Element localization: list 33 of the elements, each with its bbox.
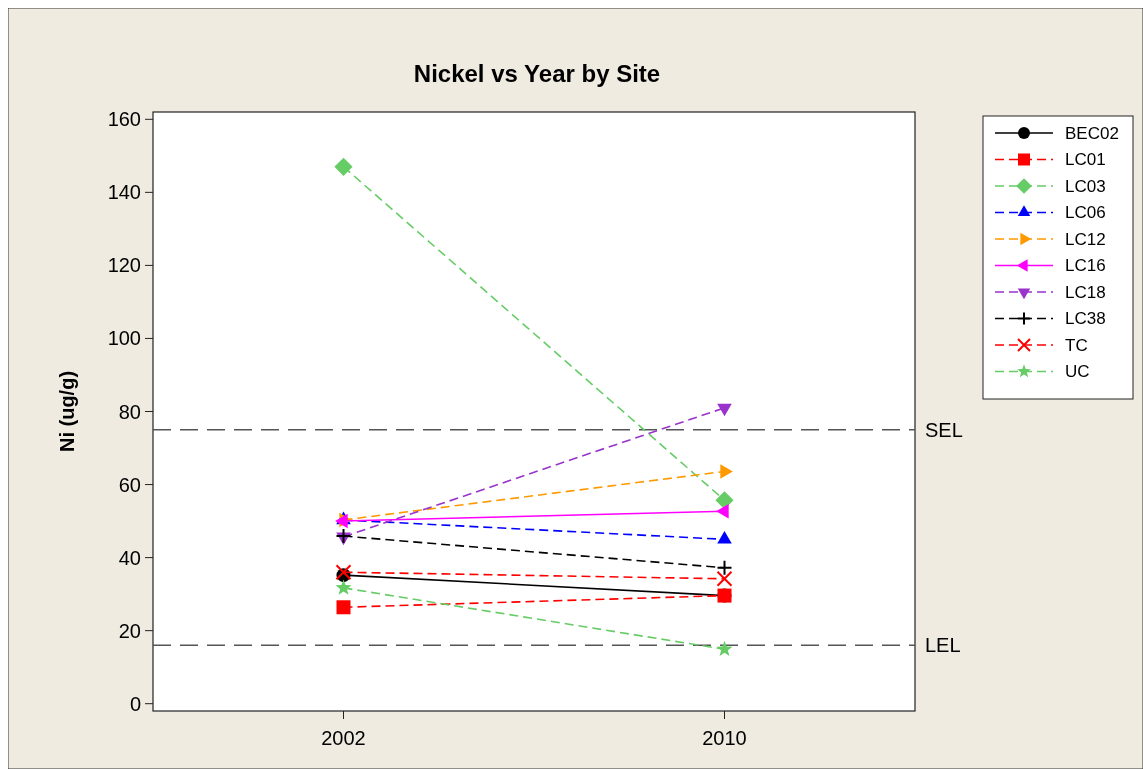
legend-label: LC38: [1065, 309, 1106, 329]
point: [335, 564, 352, 581]
y-tick-label: 120: [107, 254, 141, 277]
point: [335, 579, 352, 595]
point: [336, 600, 351, 615]
legend-label: LC03: [1065, 176, 1106, 196]
y-tick-label: 40: [118, 546, 141, 569]
y-tick-label: 0: [129, 692, 141, 715]
point: [716, 559, 733, 576]
point: [716, 640, 733, 657]
y-tick-label: 160: [107, 108, 141, 131]
y-tick-label: 20: [118, 619, 141, 642]
legend-label: BEC02: [1065, 123, 1119, 143]
point: [716, 570, 733, 587]
y-tick-label: 80: [118, 400, 141, 423]
chart-title: Nickel vs Year by Site: [413, 60, 661, 87]
y-tick-label: 60: [118, 473, 141, 496]
x-tick-label: 2010: [702, 727, 747, 749]
x-tick-label: 2002: [321, 727, 366, 749]
y-axis-title: Ni (ug/g): [56, 370, 78, 453]
ref-line-label: SEL: [925, 418, 963, 441]
y-tick-label: 100: [107, 327, 141, 350]
legend-label: LC18: [1065, 282, 1106, 302]
legend-label: LC01: [1065, 150, 1106, 170]
legend-label: LC12: [1065, 229, 1106, 249]
ref-line-label: LEL: [925, 634, 961, 657]
point: [334, 157, 353, 176]
y-tick-label: 140: [107, 181, 141, 204]
legend-label: UC: [1065, 362, 1090, 382]
legend-label: LC06: [1065, 203, 1106, 223]
legend-label: TC: [1065, 335, 1088, 355]
legend-label: LC16: [1065, 256, 1106, 276]
point: [715, 491, 734, 510]
